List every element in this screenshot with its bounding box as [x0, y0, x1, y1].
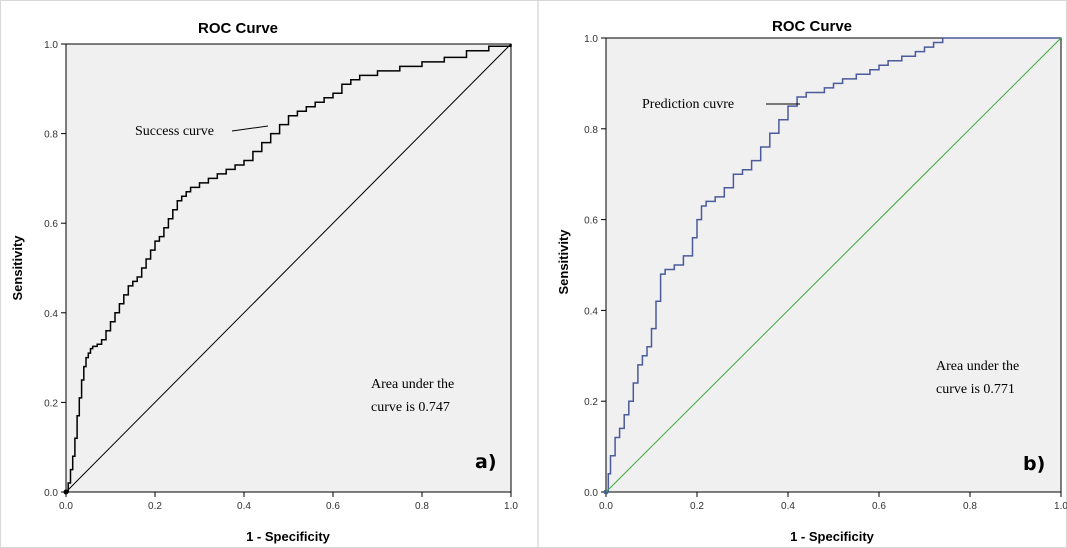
curve-label-leader [231, 125, 269, 132]
auc-line-2: curve is 0.771 [936, 382, 1015, 397]
x-tick-label: 0.6 [326, 501, 340, 512]
auc-line-2: curve is 0.747 [371, 400, 450, 415]
roc-panel-a: ROC Curve 0.0 0.2 0.4 0.6 0.8 1.0 0.0 0.2 0.4 0.6… [10, 20, 518, 544]
x-tick-label: 0.4 [781, 501, 795, 512]
y-tick-label: 1.0 [44, 40, 58, 51]
y-axis-title: Sensitivity [556, 229, 571, 295]
reference-diagonal-line [605, 37, 1062, 493]
x-tick-label: 0.6 [872, 501, 886, 512]
y-tick-label: 0.4 [44, 309, 58, 320]
axis-tick-labels: 0.0 0.2 0.4 0.6 0.8 1.0 0.0 0.2 0.4 0.6 0.8 1.0 [584, 34, 1067, 512]
y-tick-label: 0.2 [44, 398, 58, 409]
chart-title: ROC Curve [198, 20, 278, 37]
roc-curve-line [606, 37, 1061, 493]
panel-label: a) [475, 451, 497, 473]
panel-label: b) [1023, 453, 1045, 475]
y-tick-label: 0.8 [44, 130, 58, 141]
auc-line-1: Area under the [371, 377, 454, 392]
y-tick-label: 0.0 [584, 488, 598, 499]
y-axis-title: Sensitivity [10, 235, 25, 301]
x-tick-label: 0.4 [237, 501, 251, 512]
auc-line-1: Area under the [936, 359, 1019, 374]
y-tick-label: 0.6 [584, 216, 598, 227]
roc-panel-b: ROC Curve 0.0 0.2 0.4 0.6 0.8 1.0 0.0 0.2 0.4 0.6… [556, 18, 1067, 544]
x-tick-label: 0.8 [415, 501, 429, 512]
x-tick-label: 0.0 [599, 501, 613, 512]
x-tick-label: 1.0 [504, 501, 518, 512]
y-tick-label: 0.4 [584, 306, 598, 317]
x-tick-label: 1.0 [1054, 501, 1067, 512]
x-tick-label: 0.2 [690, 501, 704, 512]
x-tick-label: 0.0 [59, 501, 73, 512]
axis-tick-labels: 0.0 0.2 0.4 0.6 0.8 1.0 0.0 0.2 0.4 0.6 0.8 1.0 [44, 40, 518, 512]
x-tick-label: 0.8 [963, 501, 977, 512]
x-axis-title: 1 - Specificity [790, 529, 875, 544]
plot-lines [63, 43, 512, 495]
x-axis-title: 1 - Specificity [246, 529, 331, 544]
y-tick-label: 0.2 [584, 397, 598, 408]
curve-label: Success curve [135, 124, 214, 139]
x-tick-label: 0.2 [148, 501, 162, 512]
roc-curve-line [66, 44, 512, 493]
plot-lines [603, 37, 1062, 495]
y-tick-label: 0.0 [44, 488, 58, 499]
y-tick-label: 1.0 [584, 34, 598, 45]
curve-label: Prediction cuvre [642, 97, 734, 112]
y-tick-label: 0.6 [44, 219, 58, 230]
reference-diagonal-line [65, 43, 512, 493]
y-tick-label: 0.8 [584, 125, 598, 136]
chart-title: ROC Curve [772, 18, 852, 35]
